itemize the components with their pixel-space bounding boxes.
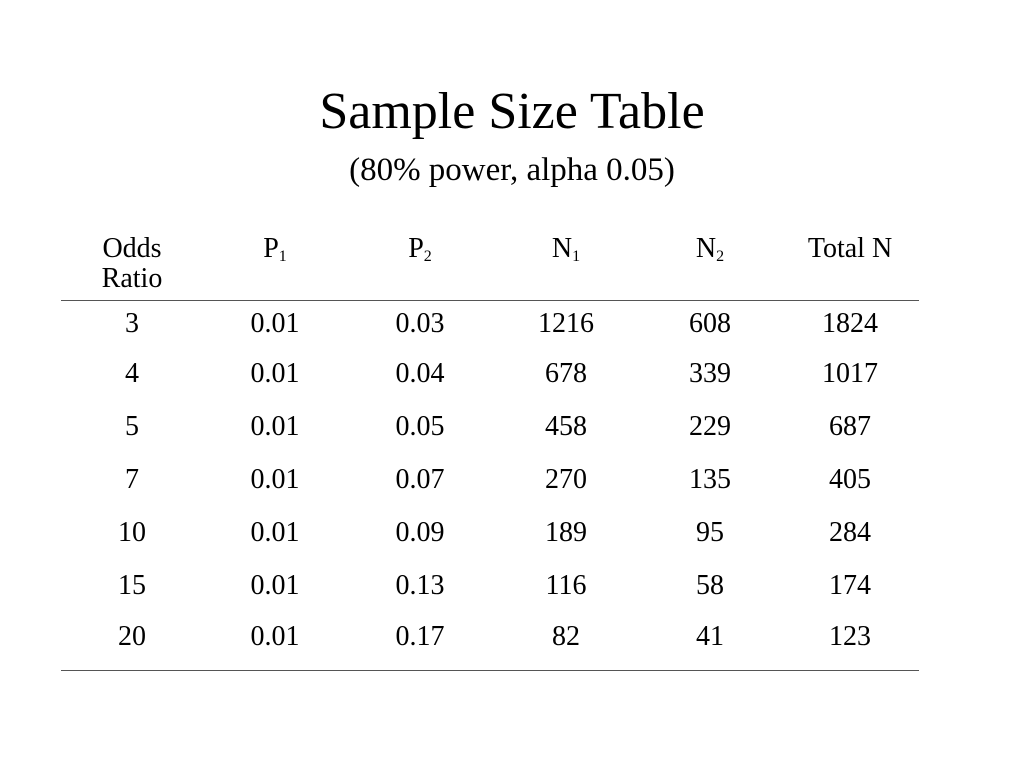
cell-p2: 0.07 (395, 464, 445, 495)
cell-p2: 0.17 (347, 612, 493, 671)
cell-odds-ratio: 4 (125, 358, 139, 389)
cell-n2: 229 (689, 411, 731, 442)
header-p2-label: P (408, 233, 424, 264)
header-n1-subscript: 1 (572, 248, 581, 265)
header-odds-ratio: Odds Ratio (61, 232, 203, 301)
header-n1-label: N (551, 233, 573, 264)
cell-odds-ratio: 15 (118, 570, 146, 601)
cell-n1: 1216 (538, 308, 594, 339)
table-row: 3 0.01 0.03 1216 608 1824 (61, 301, 919, 348)
cell-p1: 0.01 (203, 612, 347, 671)
cell-n1: 189 (545, 517, 587, 548)
cell-n2: 608 (689, 308, 731, 339)
cell-odds-ratio: 7 (125, 464, 139, 495)
header-row: Odds Ratio P1 P2 N1 N2 Total N (61, 232, 919, 301)
header-odds-ratio-line2: Ratio (101, 263, 163, 294)
cell-n1: 678 (545, 358, 587, 389)
cell-total-n: 284 (829, 517, 871, 548)
cell-p2: 0.03 (395, 308, 445, 339)
cell-odds-ratio: 20 (61, 612, 203, 671)
header-n2: N2 (639, 232, 781, 301)
cell-odds-ratio: 10 (118, 517, 146, 548)
cell-p1: 0.01 (250, 411, 300, 442)
cell-odds-ratio: 5 (125, 411, 139, 442)
header-p2-subscript: 2 (423, 248, 432, 265)
cell-n2: 95 (696, 517, 724, 548)
header-p1-label: P (263, 233, 279, 264)
cell-odds-ratio: 3 (125, 308, 139, 339)
cell-n1: 458 (545, 411, 587, 442)
cell-p2: 0.05 (395, 411, 445, 442)
cell-p1: 0.01 (250, 308, 300, 339)
header-n1: N1 (493, 232, 639, 301)
slide-subtitle: (80% power, alpha 0.05) (349, 152, 675, 188)
table-row: 5 0.01 0.05 458 229 687 (61, 400, 919, 453)
cell-n1: 270 (545, 464, 587, 495)
cell-p1: 0.01 (250, 464, 300, 495)
slide-title: Sample Size Table (319, 83, 705, 140)
cell-p1: 0.01 (250, 358, 300, 389)
header-p1-subscript: 1 (278, 248, 287, 265)
table-header: Odds Ratio P1 P2 N1 N2 Total N (61, 232, 919, 301)
cell-n1: 116 (545, 570, 587, 601)
cell-total-n: 174 (829, 570, 871, 601)
header-odds-ratio-line1: Odds (102, 233, 162, 264)
cell-total-n: 123 (781, 612, 919, 671)
cell-total-n: 1824 (822, 308, 878, 339)
cell-total-n: 687 (829, 411, 871, 442)
cell-p2: 0.04 (395, 358, 445, 389)
cell-n2: 135 (689, 464, 731, 495)
header-n2-subscript: 2 (716, 248, 725, 265)
cell-p2: 0.13 (395, 570, 445, 601)
cell-p1: 0.01 (250, 517, 300, 548)
cell-n2: 339 (689, 358, 731, 389)
table-row: 4 0.01 0.04 678 339 1017 (61, 347, 919, 400)
table-row: 10 0.01 0.09 189 95 284 (61, 506, 919, 559)
header-n2-label: N (695, 233, 717, 264)
cell-total-n: 1017 (822, 358, 878, 389)
header-p1: P1 (203, 232, 347, 301)
cell-total-n: 405 (829, 464, 871, 495)
cell-p1: 0.01 (250, 570, 300, 601)
cell-p2: 0.09 (395, 517, 445, 548)
table-body: 3 0.01 0.03 1216 608 1824 4 0.01 0.04 67… (61, 301, 919, 671)
table-row: 15 0.01 0.13 116 58 174 (61, 559, 919, 612)
cell-n2: 58 (696, 570, 724, 601)
sample-size-table: Odds Ratio P1 P2 N1 N2 Total N 3 0.01 0.… (61, 232, 919, 671)
cell-n2: 41 (639, 612, 781, 671)
header-p2: P2 (347, 232, 493, 301)
table-row: 7 0.01 0.07 270 135 405 (61, 453, 919, 506)
cell-n1: 82 (493, 612, 639, 671)
table-row: 20 0.01 0.17 82 41 123 (61, 612, 919, 671)
header-total-n: Total N (781, 232, 919, 301)
